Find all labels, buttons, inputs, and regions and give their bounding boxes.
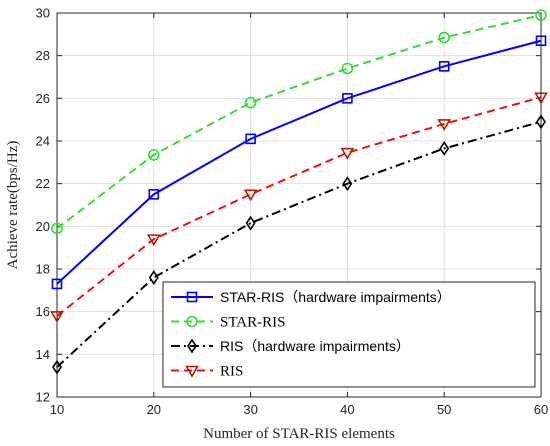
legend-label: RIS（hardware impairments） (220, 338, 410, 354)
data-point (535, 35, 547, 47)
y-tick-label: 24 (36, 134, 50, 149)
legend-label: STAR-RIS (220, 315, 285, 331)
y-tick-label: 16 (36, 304, 50, 319)
y-tick-label: 22 (36, 176, 50, 191)
legend-marker (186, 291, 198, 303)
data-point (536, 114, 546, 130)
data-point (244, 96, 257, 109)
data-point (243, 189, 258, 202)
y-tick-label: 26 (36, 91, 50, 106)
legend-entry: STAR-RIS (171, 315, 285, 331)
data-point (245, 133, 256, 145)
legend-marker (185, 365, 199, 378)
x-tick-label: 20 (147, 402, 161, 417)
x-tick-label: 40 (340, 402, 354, 417)
data-point (148, 189, 160, 200)
y-tick-label: 30 (36, 6, 50, 21)
y-tick-label: 28 (36, 48, 50, 63)
legend: STAR-RIS（hardware impairments） STAR-RIS RI… (162, 281, 536, 388)
series-3 (50, 92, 548, 324)
data-point (342, 93, 353, 104)
legend-entry: STAR-RIS（hardware impairments） (171, 289, 451, 305)
data-point (439, 141, 450, 156)
legend-entry: RIS (171, 364, 243, 380)
x-tick-label: 30 (243, 402, 257, 417)
data-point (437, 119, 452, 132)
legend-entry: RIS（hardware impairments） (171, 338, 410, 354)
data-point (52, 359, 62, 375)
series-2 (52, 114, 546, 375)
x-tick-label: 10 (50, 402, 64, 417)
data-point (340, 147, 355, 160)
series-line (56, 39, 542, 285)
legend-marker (187, 338, 197, 354)
y-tick-label: 20 (36, 219, 50, 234)
series-1 (51, 9, 547, 235)
axis-ticks: 10 20 30 40 50 60 12 14 16 18 20 22 24 26 28 30 (36, 6, 549, 418)
x-tick-label: 60 (534, 402, 548, 417)
x-axis-label: Number of STAR-RIS elements (203, 426, 395, 442)
data-point (438, 31, 451, 44)
data-point (51, 222, 63, 235)
data-point (148, 270, 159, 285)
series-0 (51, 35, 547, 290)
legend-box (162, 281, 536, 388)
series-line (56, 14, 542, 230)
data-point (438, 61, 450, 72)
series-line (56, 120, 542, 368)
x-tick-label: 50 (437, 402, 451, 417)
data-point (342, 176, 353, 192)
data-point (341, 62, 354, 75)
y-tick-label: 12 (36, 390, 50, 405)
data-point (148, 149, 160, 161)
legend-label: STAR-RIS（hardware impairments） (220, 289, 451, 305)
series-group (50, 9, 548, 375)
y-axis-label: Achieve rate(bps/Hz) (5, 141, 21, 270)
data-point (146, 234, 161, 247)
legend-marker (186, 315, 198, 328)
y-tick-label: 14 (36, 347, 50, 362)
data-point (245, 215, 256, 231)
data-point (535, 9, 547, 21)
y-tick-label: 18 (36, 262, 50, 277)
legend-label: RIS (220, 364, 243, 380)
data-point (51, 278, 63, 290)
plot-frame (56, 12, 542, 398)
data-point (534, 92, 548, 105)
data-point (50, 311, 64, 324)
